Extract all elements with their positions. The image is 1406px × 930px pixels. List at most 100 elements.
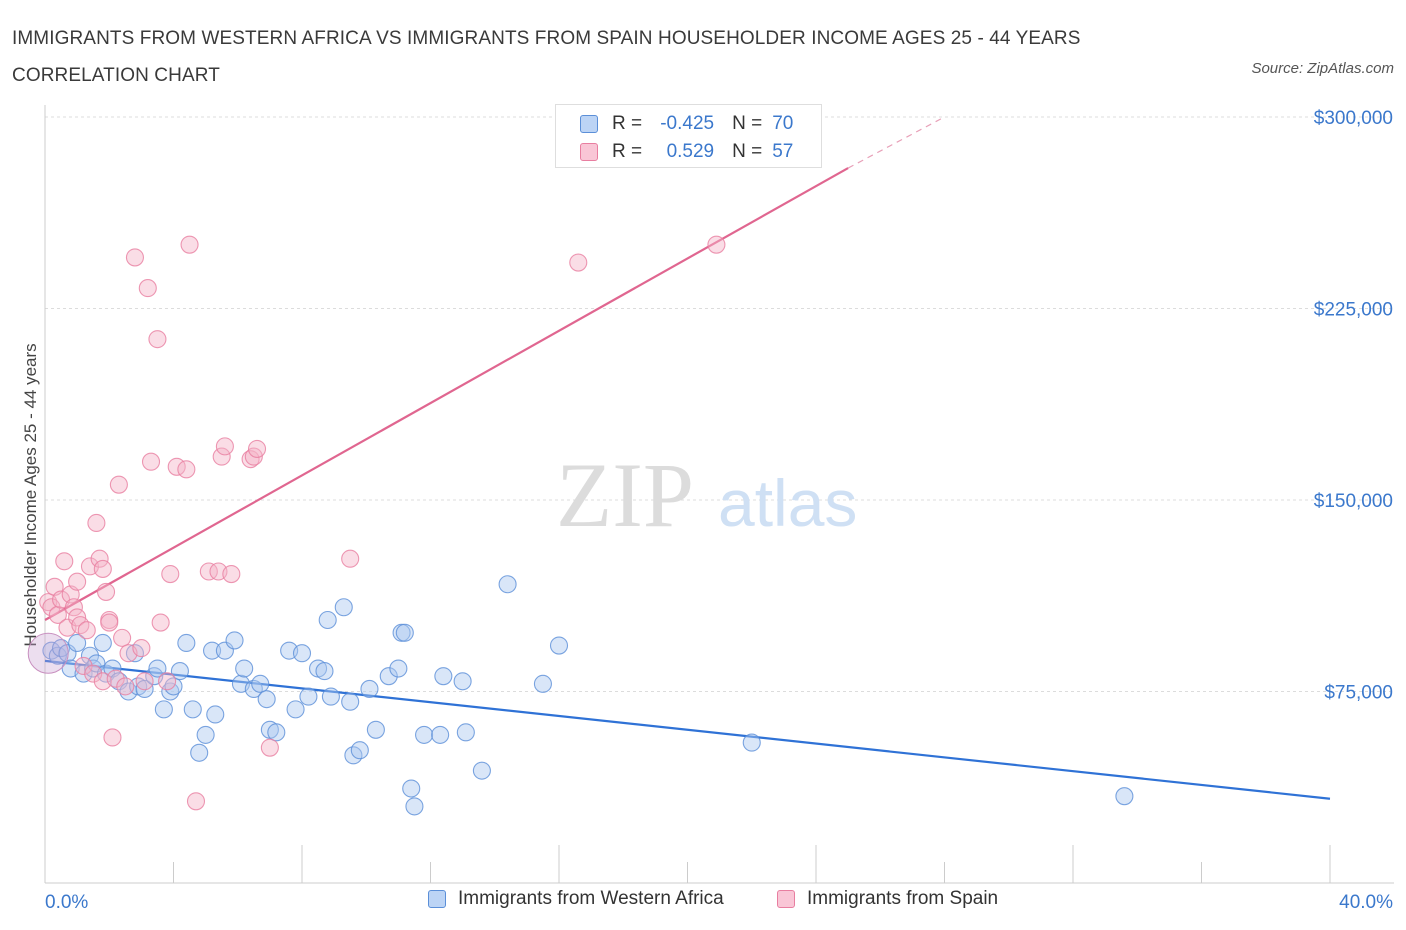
point-western-africa [350,741,369,760]
legend-item-western-africa[interactable]: Immigrants from Western Africa [428,888,724,910]
point-spain [199,562,218,581]
trend-line-western-africa [44,659,1331,800]
watermark-atlas: atlas [718,466,857,540]
point-western-africa [68,633,87,653]
point-spain [260,738,279,757]
point-spain [215,437,234,456]
point-western-africa [379,667,398,686]
point-western-africa [456,723,475,742]
point-spain [106,669,125,688]
point-spain [212,447,231,466]
point-spain [141,452,161,471]
point-western-africa [341,692,360,711]
legend-label: Immigrants from Spain [807,888,999,909]
stats-row-spain: R = 0.529 N = 57 [580,139,793,165]
y-tick-label: $75,000 [1324,683,1393,704]
point-spain [569,253,588,272]
point-western-africa [472,761,491,780]
n-label: N = [732,113,763,134]
y-tick-label: $300,000 [1314,108,1393,129]
point-spain [77,621,96,640]
point-western-africa [431,725,450,744]
x-tick-label: 40.0% [1339,892,1393,913]
gridlines [45,116,1394,692]
point-spain [100,613,119,632]
watermark: ZIP atlas [556,444,857,546]
point-spain [87,513,106,533]
stats-row-western-africa: R = -0.425 N = 70 [580,111,793,137]
point-spain [132,639,151,658]
point-spain [116,677,135,696]
point-western-africa [389,659,408,678]
chart-title: IMMIGRANTS FROM WESTERN AFRICA VS IMMIGR… [12,28,1081,86]
stats-legend: R = -0.425 N = 70 R = 0.529 N = 57 [555,104,822,168]
point-spain [186,792,206,811]
point-spain [55,552,74,571]
point-spain [151,613,170,632]
point-western-africa [251,674,270,693]
n-value: 57 [772,141,794,162]
point-western-africa [154,700,173,719]
point-spain [180,235,199,254]
axes [44,105,1394,884]
r-label: R = [612,141,643,162]
point-western-africa [206,705,225,724]
n-label: N = [732,141,763,162]
point-spain [247,439,267,458]
tick-labels: $75,000 $150,000 $225,000 $300,000 0.0% 40.0% [45,108,1393,913]
point-western-africa [190,743,209,762]
point-western-africa [93,633,112,653]
point-spain [222,564,241,584]
stats-swatch-spain [580,143,598,161]
point-western-africa [177,633,196,653]
point-spain [148,330,167,349]
point-western-africa [135,679,154,698]
point-western-africa [286,700,305,719]
point-spain [48,605,67,624]
point-spain [158,672,177,691]
n-value: 70 [772,113,794,134]
x-tick-label: 0.0% [45,892,88,913]
point-spain [161,564,180,584]
point-western-africa [170,662,189,681]
point-spain [135,672,154,691]
point-western-africa [267,723,286,742]
point-spain [109,475,128,494]
point-western-africa [292,644,312,663]
point-western-africa [183,700,202,719]
point-spain [96,582,116,601]
trend-line-spain [44,167,849,621]
stats-swatch-western-africa [580,115,598,133]
point-spain [90,549,109,568]
legend-item-spain[interactable]: Immigrants from Spain [777,888,998,910]
point-spain [42,598,61,617]
r-value: 0.529 [666,141,715,162]
point-spain [341,549,360,568]
r-label: R = [612,113,643,134]
point-western-africa [395,623,414,642]
point-western-africa [318,610,337,630]
point-western-africa [405,797,424,816]
point-western-africa [402,779,421,798]
y-tick-label: $150,000 [1314,491,1393,512]
point-spain [103,728,122,747]
point-spain [177,460,196,479]
legend-swatch-spain [777,890,795,908]
point-western-africa [225,631,244,650]
point-western-africa [334,598,353,617]
point-western-africa [235,659,254,678]
r-value: -0.425 [660,113,715,134]
point-western-africa [321,687,340,706]
bottom-legend: Immigrants from Western Africa Immigrant… [0,888,1406,916]
y-tick-label: $225,000 [1314,300,1393,321]
point-western-africa [549,636,569,655]
point-western-africa [434,667,453,686]
trend-lines [44,116,1331,800]
point-spain [64,598,83,617]
point-western-africa [315,662,334,681]
point-western-africa [74,664,93,683]
point-western-africa [257,690,276,709]
watermark-zip: ZIP [556,444,694,546]
point-spain [93,559,112,578]
